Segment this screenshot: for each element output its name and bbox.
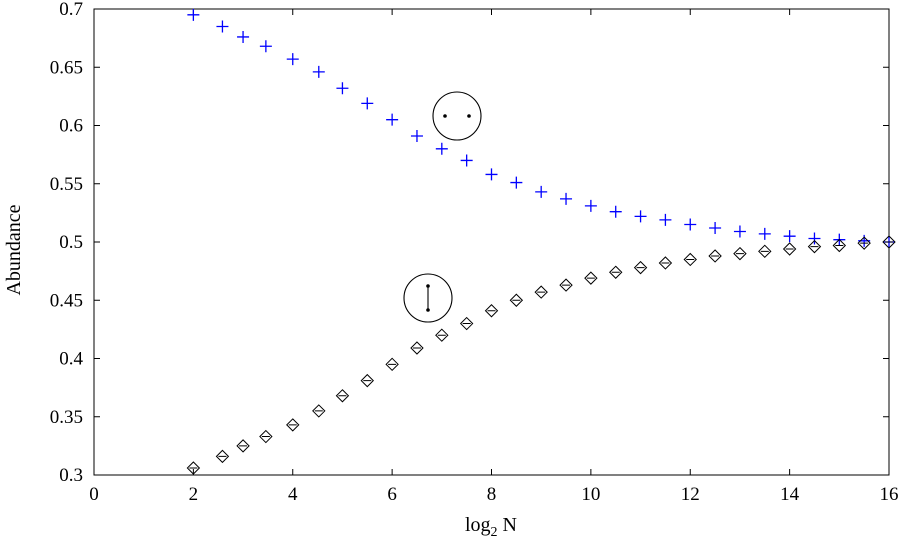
x-axis-title-rest: N [498,514,517,536]
plus-point [237,30,250,43]
y-tick-label: 0.65 [50,57,83,78]
diamond-point [758,244,772,259]
plus-point [560,192,573,205]
diamond-point [708,249,722,263]
diamond-point [186,461,201,475]
plus-point [709,222,722,235]
vertical-dumbbell-in-circle-icon [403,273,453,323]
plot-frame [93,8,890,476]
plus-point [485,168,498,181]
plus-point [410,129,423,142]
diamond-point [733,246,747,261]
diamond-point [410,341,424,355]
plus-point [535,185,548,198]
x-axis-title-base: log [465,514,491,536]
data-series [186,8,896,475]
diamond-point [782,242,797,256]
series-icons [403,91,482,323]
diamond-point [658,256,673,270]
diamond-point [559,278,573,292]
plus-point [187,8,200,21]
plus-point [460,154,473,167]
y-tick-label: 0.35 [50,407,83,428]
plus-marker-series [187,8,895,248]
plus-point [584,199,597,212]
diamond-point [385,357,399,372]
plus-point [435,142,448,155]
plus-point [659,213,672,226]
diamond-point [882,235,896,249]
y-tick-label: 0.6 [59,116,83,137]
y-tick-label: 0.3 [59,465,83,486]
diamond-point [683,252,697,267]
diamond-point [633,260,648,275]
x-tick-label: 10 [581,484,600,505]
diamond-point [335,389,350,403]
x-axis-title-subscript: 2 [491,525,498,540]
two-separated-dots-in-circle-icon [432,91,482,141]
x-tick-label: 16 [880,484,899,505]
x-tick-label: 4 [288,484,298,505]
diamond-point [435,328,449,342]
plus-point [783,230,796,243]
plus-point [361,97,374,110]
plus-point [609,205,622,218]
plus-point [312,65,325,78]
plus-point [733,225,746,238]
plus-point [336,82,349,95]
diamond-point [312,404,326,418]
plus-point [808,232,821,245]
plus-point [510,176,523,189]
diamond-point [259,429,273,444]
diamond-point [609,265,623,279]
axis-ticks: 0 2 4 6 8 10 12 14 16 0.3 0.35 0.4 0.45 0.5 0.55 0.6 0.6… [50,0,899,505]
diamond-point [360,373,374,388]
diamond-point [286,418,300,432]
x-tick-label: 12 [681,484,700,505]
y-axis-title: Abundance [3,204,25,295]
plus-point [634,210,647,223]
diamond-point [509,293,524,307]
x-tick-label: 0 [89,484,99,505]
x-axis-title: log2 N [465,514,517,540]
diamond-point [534,285,548,299]
diamond-marker-series [186,235,896,475]
x-tick-label: 14 [780,484,800,505]
diamond-point [832,238,847,253]
diamond-point [236,439,250,453]
y-tick-label: 0.5 [59,232,83,253]
plus-point [684,218,697,231]
diamond-point [459,316,474,331]
y-tick-label: 0.7 [59,0,83,20]
x-tick-label: 8 [487,484,497,505]
plus-point [286,53,299,66]
x-tick-label: 2 [189,484,199,505]
diamond-point [584,271,598,285]
y-tick-label: 0.55 [50,174,83,195]
plus-point [216,20,229,33]
plus-point [758,227,771,240]
plus-point [386,113,399,126]
y-tick-label: 0.4 [59,349,83,370]
diamond-point [215,449,230,464]
plus-point [259,40,272,53]
y-tick-label: 0.45 [50,290,83,311]
diamond-point [857,236,871,250]
x-tick-label: 6 [387,484,397,505]
diamond-point [484,304,499,318]
diamond-point [807,239,822,254]
